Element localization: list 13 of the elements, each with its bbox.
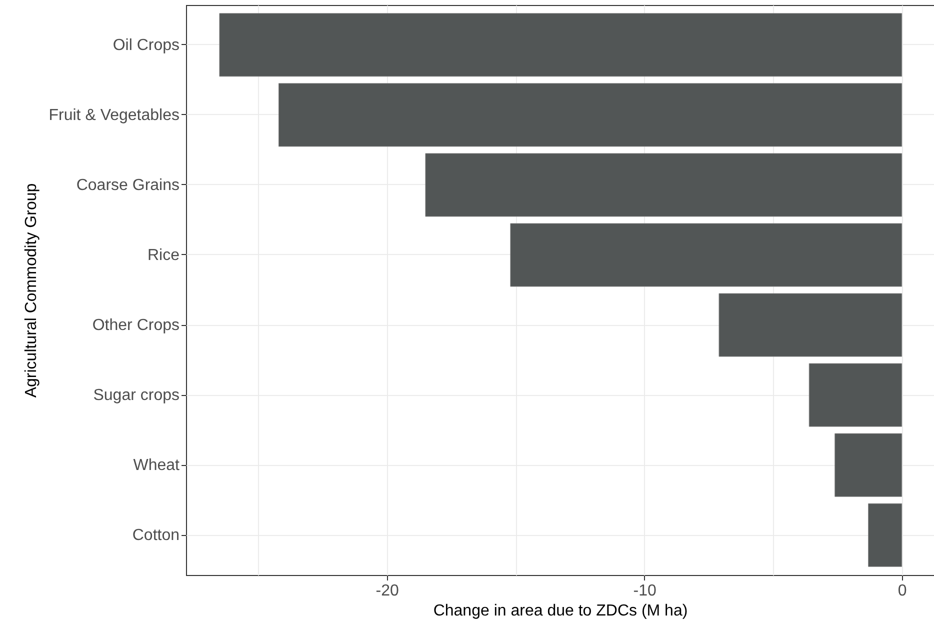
y-tick-label: Other Crops — [92, 317, 180, 334]
y-tick-label: Fruit & Vegetables — [48, 106, 180, 124]
x-tick-label: -20 — [376, 582, 400, 600]
y-tick-label: Rice — [147, 246, 180, 264]
x-tick-label: 0 — [898, 582, 907, 600]
x-tick-label: -10 — [633, 582, 656, 600]
y-axis-title: Agricultural Commodity Group — [22, 183, 40, 398]
y-tick-label: Oil Crops — [112, 36, 180, 54]
y-tick-label: Cotton — [132, 527, 180, 544]
y-tick-label: Coarse Grains — [76, 176, 180, 194]
y-tick-label: Sugar crops — [93, 387, 180, 404]
y-tick-label: Wheat — [133, 457, 180, 474]
x-axis-title: Change in area due to ZDCs (M ha) — [433, 602, 688, 620]
